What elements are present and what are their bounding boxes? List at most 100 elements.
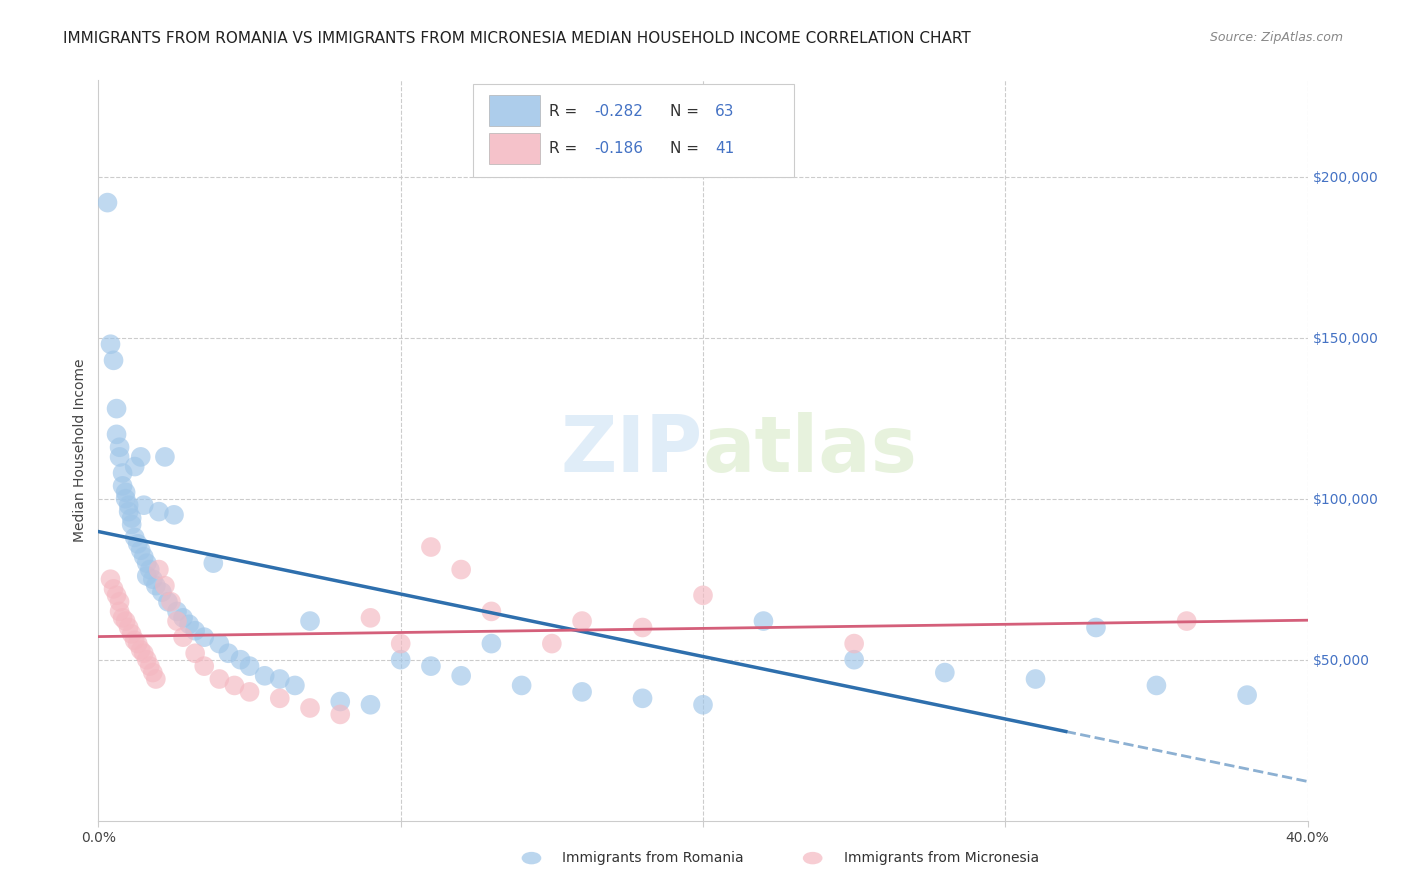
- Point: [692, 588, 714, 602]
- FancyBboxPatch shape: [489, 133, 540, 164]
- Point: [127, 537, 149, 551]
- Point: [202, 556, 225, 570]
- Text: -0.186: -0.186: [595, 142, 643, 156]
- Point: [132, 646, 155, 660]
- Point: [166, 604, 188, 618]
- Point: [329, 694, 352, 708]
- Point: [329, 707, 352, 722]
- Point: [1144, 678, 1167, 692]
- Text: Immigrants from Micronesia: Immigrants from Micronesia: [844, 851, 1039, 865]
- Point: [139, 563, 162, 577]
- Point: [360, 698, 382, 712]
- Text: 63: 63: [716, 104, 734, 119]
- Point: [118, 498, 141, 512]
- Point: [118, 620, 141, 634]
- Point: [145, 579, 167, 593]
- Point: [142, 572, 165, 586]
- Point: [389, 653, 412, 667]
- Point: [111, 611, 134, 625]
- Point: [269, 672, 291, 686]
- Point: [124, 459, 146, 474]
- Point: [420, 659, 443, 673]
- Point: [284, 678, 307, 692]
- Point: [118, 505, 141, 519]
- Point: [1236, 688, 1258, 702]
- Point: [172, 611, 194, 625]
- Point: [132, 498, 155, 512]
- Point: [96, 195, 118, 210]
- Point: [127, 637, 149, 651]
- Point: [299, 614, 322, 628]
- Point: [148, 563, 170, 577]
- Point: [153, 579, 176, 593]
- Point: [139, 659, 162, 673]
- Point: [114, 485, 136, 500]
- Point: [208, 672, 231, 686]
- Text: N =: N =: [671, 104, 704, 119]
- Point: [108, 450, 131, 464]
- Point: [193, 659, 215, 673]
- Point: [129, 450, 152, 464]
- Point: [692, 698, 714, 712]
- Point: [108, 595, 131, 609]
- Point: [111, 479, 134, 493]
- Point: [571, 614, 593, 628]
- Point: [108, 440, 131, 454]
- Point: [100, 572, 122, 586]
- FancyBboxPatch shape: [474, 84, 793, 177]
- Text: Immigrants from Romania: Immigrants from Romania: [562, 851, 744, 865]
- Point: [142, 665, 165, 680]
- Point: [105, 588, 128, 602]
- Point: [224, 678, 246, 692]
- Point: [124, 633, 146, 648]
- Point: [163, 508, 186, 522]
- Point: [360, 611, 382, 625]
- Point: [121, 627, 143, 641]
- Point: [124, 530, 146, 544]
- Point: [253, 669, 276, 683]
- Point: [153, 450, 176, 464]
- Point: [752, 614, 775, 628]
- Point: [420, 540, 443, 554]
- Point: [450, 563, 472, 577]
- Point: [540, 637, 562, 651]
- Point: [239, 685, 262, 699]
- Point: [631, 691, 654, 706]
- FancyBboxPatch shape: [489, 95, 540, 127]
- Text: IMMIGRANTS FROM ROMANIA VS IMMIGRANTS FROM MICRONESIA MEDIAN HOUSEHOLD INCOME CO: IMMIGRANTS FROM ROMANIA VS IMMIGRANTS FR…: [63, 31, 972, 46]
- Point: [389, 637, 412, 651]
- Point: [100, 337, 122, 351]
- Point: [193, 630, 215, 644]
- Point: [510, 678, 533, 692]
- Point: [103, 353, 125, 368]
- Point: [1024, 672, 1046, 686]
- Point: [179, 617, 201, 632]
- Point: [145, 672, 167, 686]
- Y-axis label: Median Household Income: Median Household Income: [73, 359, 87, 542]
- Point: [111, 466, 134, 480]
- Point: [156, 595, 179, 609]
- Text: -0.282: -0.282: [595, 104, 643, 119]
- Point: [103, 582, 125, 596]
- Point: [135, 653, 157, 667]
- Point: [217, 646, 239, 660]
- Point: [269, 691, 291, 706]
- Point: [844, 653, 866, 667]
- Text: Source: ZipAtlas.com: Source: ZipAtlas.com: [1209, 31, 1343, 45]
- Point: [114, 614, 136, 628]
- Point: [239, 659, 262, 673]
- Point: [129, 543, 152, 558]
- Point: [571, 685, 593, 699]
- Point: [184, 624, 207, 638]
- Point: [121, 517, 143, 532]
- Point: [160, 595, 183, 609]
- Point: [135, 556, 157, 570]
- Text: R =: R =: [550, 104, 582, 119]
- Point: [631, 620, 654, 634]
- Point: [450, 669, 472, 683]
- Point: [166, 614, 188, 628]
- Point: [132, 549, 155, 564]
- Point: [121, 511, 143, 525]
- Text: N =: N =: [671, 142, 704, 156]
- Point: [934, 665, 956, 680]
